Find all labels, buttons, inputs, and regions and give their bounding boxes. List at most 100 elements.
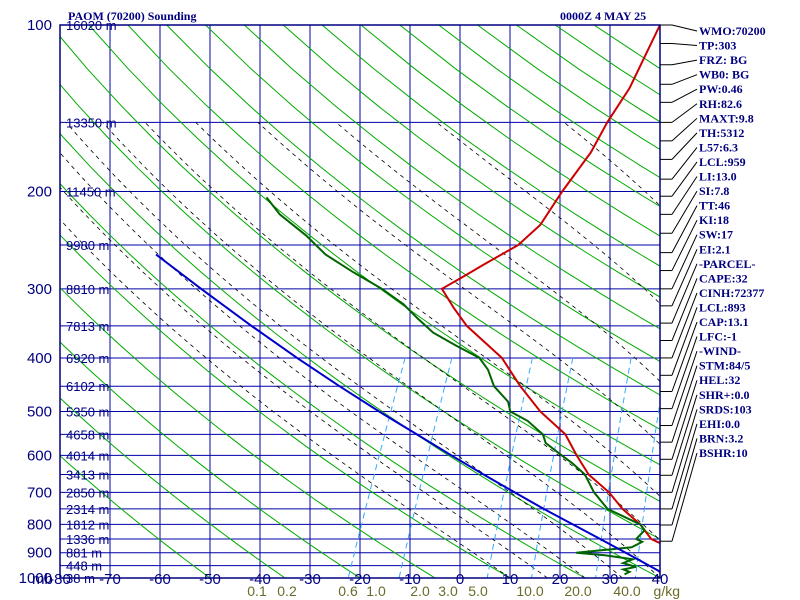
- index-leader: [671, 307, 698, 376]
- temperature-tick-label: -40: [249, 571, 271, 588]
- index-leader: [671, 394, 698, 476]
- index-value: LCL:893: [699, 300, 746, 314]
- mixing-ratio-lines: [347, 357, 660, 578]
- height-label: 6102 m: [66, 379, 109, 394]
- index-leader: [671, 42, 698, 47]
- height-label: 881 m: [66, 546, 102, 561]
- moist-adiabat-line: [60, 186, 548, 578]
- index-value: STM:84/5: [699, 359, 750, 373]
- index-value: LI:13.0: [699, 170, 737, 184]
- index-leader: [671, 452, 698, 542]
- moist-adiabat-line: [65, 122, 623, 578]
- index-value: PW:0.46: [699, 82, 743, 96]
- parcel-trace: [155, 253, 660, 573]
- height-label: 2314 m: [66, 502, 109, 517]
- temperature-tick-label: 20: [552, 571, 569, 588]
- dry-adiabat-line: [205, 25, 660, 362]
- pressure-tick-label: 700: [27, 484, 52, 501]
- height-label: 7813 m: [66, 319, 109, 334]
- dry-adiabat-line: [60, 182, 586, 578]
- index-leader: [671, 409, 698, 493]
- index-value: LCL:959: [699, 155, 746, 169]
- pressure-tick-label: 800: [27, 516, 52, 533]
- index-leader: [671, 88, 698, 103]
- temperature-tick-label: -20: [349, 571, 371, 588]
- dry-adiabat-line: [60, 397, 286, 578]
- index-value: L57:6.3: [699, 140, 738, 154]
- index-value: SHR+:0.0: [699, 388, 750, 402]
- temperature-tick-label: 40: [652, 571, 669, 588]
- temperature-tick-label: 10: [502, 571, 519, 588]
- mixing-ratio-label: 1.0: [366, 583, 386, 599]
- height-label: 5350 m: [66, 405, 109, 420]
- index-value: WB0: BG: [699, 68, 749, 82]
- dry-adiabat-line: [60, 234, 511, 578]
- mixing-ratio-label: 10.0: [516, 583, 543, 599]
- moist-adiabat-line: [563, 122, 660, 207]
- pressure-tick-label: 1000: [19, 570, 52, 587]
- dry-adiabat-line: [166, 25, 660, 396]
- moist-adiabat-line: [436, 122, 660, 305]
- moist-adiabat-line: [257, 122, 660, 445]
- index-value: SRDS:103: [699, 402, 752, 416]
- index-value: -PARCEL-: [699, 257, 755, 271]
- index-leader: [671, 74, 698, 85]
- index-value: WMO:70200: [699, 24, 766, 38]
- index-leader: [671, 103, 698, 123]
- height-label: 4658 m: [66, 427, 109, 442]
- index-leader: [671, 278, 698, 341]
- index-leader: [671, 336, 698, 409]
- index-value: TH:5312: [699, 126, 744, 140]
- index-leader: [671, 263, 698, 324]
- index-leader: [671, 59, 698, 66]
- pressure-tick-label: 900: [27, 545, 52, 562]
- index-leader: [671, 249, 698, 307]
- plot-border: [59, 24, 661, 579]
- mixing-ratio-line: [634, 399, 660, 578]
- index-leader: [671, 321, 698, 392]
- dry-adiabat-line: [593, 25, 660, 70]
- moist-adiabat-line: [144, 122, 660, 541]
- index-value: EHI:0.0: [699, 417, 740, 431]
- index-value: TP:303: [699, 39, 736, 53]
- height-label: 13350 m: [66, 115, 117, 130]
- index-value: TT:46: [699, 199, 730, 213]
- index-leader: [671, 423, 698, 510]
- height-label: 448 m: [66, 559, 102, 574]
- index-leader: [671, 438, 698, 526]
- index-leader: [671, 380, 698, 460]
- temperature-tick-label: -70: [99, 571, 121, 588]
- height-label: 6920 m: [66, 351, 109, 366]
- mixing-ratio-line: [398, 357, 453, 578]
- index-leader: [671, 24, 698, 32]
- index-leader: [671, 161, 698, 197]
- sounding-traces: [155, 25, 660, 576]
- index-value: BRN:3.2: [699, 431, 743, 445]
- moist-adiabat-line: [335, 122, 660, 382]
- height-label: 38 m: [66, 571, 95, 586]
- index-leader: [671, 132, 698, 160]
- mixing-ratio-line: [486, 357, 533, 578]
- mixing-ratio-label: 0.2: [277, 583, 297, 599]
- pressure-unit-label: mb: [32, 571, 53, 588]
- dewpoint-trace: [265, 196, 646, 576]
- moist-adiabat-line: [60, 218, 511, 578]
- dry-adiabat-line: [438, 25, 660, 179]
- height-label: 1812 m: [66, 517, 109, 532]
- valid-time: 0000Z 4 MAY 25: [560, 9, 646, 23]
- height-label: 4014 m: [66, 448, 109, 463]
- height-label: 8810 m: [66, 282, 109, 297]
- mixing-ratio-label: 0.1: [247, 583, 267, 599]
- index-value: LFC:-1: [699, 330, 737, 344]
- pressure-tick-label: 400: [27, 350, 52, 367]
- index-value: BSHR:10: [699, 446, 748, 460]
- index-value: FRZ: BG: [699, 53, 747, 67]
- index-value: HEL:32: [699, 373, 740, 387]
- mixing-ratio-label: 5.0: [468, 583, 488, 599]
- dry-adiabat-line: [88, 25, 660, 466]
- index-value: CINH:72377: [699, 286, 764, 300]
- index-leader: [671, 176, 698, 215]
- mixing-ratio-line: [531, 357, 574, 578]
